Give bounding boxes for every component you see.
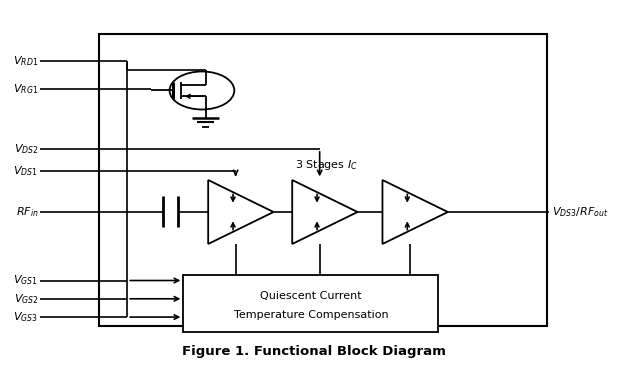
Text: $V_{DS1}$: $V_{DS1}$ — [13, 164, 38, 178]
FancyBboxPatch shape — [99, 34, 548, 326]
Text: $V_{DS2}$: $V_{DS2}$ — [14, 142, 38, 156]
Text: Figure 1. Functional Block Diagram: Figure 1. Functional Block Diagram — [182, 345, 446, 358]
Text: Quiescent Current: Quiescent Current — [260, 291, 362, 301]
Text: $V_{RG1}$: $V_{RG1}$ — [13, 82, 38, 96]
FancyBboxPatch shape — [183, 275, 438, 332]
Text: 3 Stages $I_C$: 3 Stages $I_C$ — [295, 158, 358, 172]
Text: $V_{GS3}$: $V_{GS3}$ — [13, 310, 38, 324]
Text: Temperature Compensation: Temperature Compensation — [234, 310, 388, 320]
Text: $V_{RD1}$: $V_{RD1}$ — [13, 54, 38, 68]
Text: $RF_{in}$: $RF_{in}$ — [16, 205, 38, 219]
Text: $V_{GS2}$: $V_{GS2}$ — [14, 292, 38, 306]
Text: $V_{GS1}$: $V_{GS1}$ — [13, 274, 38, 288]
Text: $V_{DS3}/RF_{out}$: $V_{DS3}/RF_{out}$ — [552, 205, 608, 219]
